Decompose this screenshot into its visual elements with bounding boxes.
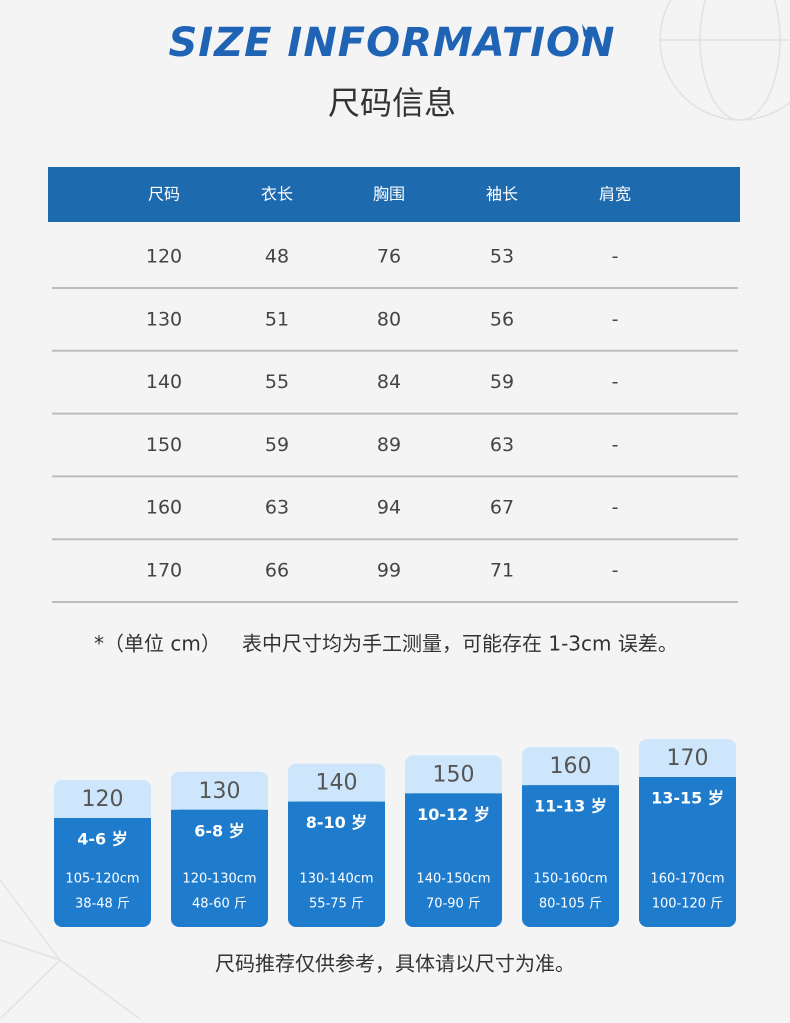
card-weight: 100-120 斤: [652, 897, 723, 912]
table-cell: 150: [146, 434, 182, 456]
card-age: 4-6 岁: [77, 830, 127, 849]
card-size: 150: [433, 762, 475, 787]
table-cell: 63: [265, 497, 289, 519]
card-body: [405, 793, 502, 927]
table-cell: 67: [490, 497, 514, 519]
card-height: 150-160cm: [533, 872, 607, 887]
table-cell: 51: [265, 308, 289, 330]
table-cell: 89: [377, 434, 401, 456]
column-header: 衣长: [261, 185, 293, 204]
card-body-join: [522, 785, 619, 796]
table-cell: 56: [490, 308, 514, 330]
card-age: 11-13 岁: [534, 797, 607, 816]
card-height: 105-120cm: [65, 872, 139, 887]
table-cell: -: [612, 371, 619, 393]
card-age: 6-8 岁: [194, 821, 244, 840]
card-body-join: [405, 793, 502, 804]
column-header: 肩宽: [599, 185, 631, 204]
table-cell: 71: [490, 560, 514, 582]
table-cell: -: [612, 497, 619, 519]
table-cell: -: [612, 434, 619, 456]
table-cell: 59: [490, 371, 514, 393]
card-top: [522, 747, 619, 798]
card-age: 8-10 岁: [306, 813, 368, 832]
card-top: [171, 771, 268, 822]
table-cell: -: [612, 560, 619, 582]
card-height: 120-130cm: [182, 872, 256, 887]
table-cell: 170: [146, 560, 182, 582]
card-weight: 70-90 斤: [426, 897, 481, 912]
card-size: 130: [199, 779, 241, 804]
card-size: 170: [667, 746, 709, 771]
table-cell: 53: [490, 246, 514, 268]
table-header: [48, 167, 740, 222]
card-age: 13-15 岁: [651, 789, 724, 808]
card-body: [522, 785, 619, 927]
card-top: [639, 739, 736, 789]
card-weight: 55-75 斤: [309, 897, 364, 912]
table-cell: 94: [377, 497, 401, 519]
card-size: 160: [550, 754, 592, 779]
table-cell: 130: [146, 308, 182, 330]
card-top: [405, 755, 502, 806]
card-age: 10-12 岁: [417, 805, 490, 824]
table-cell: -: [612, 246, 619, 268]
card-body: [171, 809, 268, 927]
table-cell: 99: [377, 560, 401, 582]
card-size: 140: [316, 771, 358, 796]
card-top: [54, 780, 151, 830]
table-cell: 76: [377, 246, 401, 268]
card-body: [288, 801, 385, 927]
table-cell: 59: [265, 434, 289, 456]
card-top: [288, 763, 385, 814]
table-cell: 55: [265, 371, 289, 393]
card-height: 140-150cm: [416, 872, 490, 887]
card-size: 120: [82, 787, 124, 812]
card-weight: 48-60 斤: [192, 897, 247, 912]
card-body: [54, 818, 151, 927]
card-body: [639, 777, 736, 927]
card-weight: 38-48 斤: [75, 897, 130, 912]
column-header: 尺码: [148, 185, 180, 204]
card-weight: 80-105 斤: [539, 897, 602, 912]
title: SIZE INFORMATION: [168, 20, 615, 66]
table-cell: 80: [377, 308, 401, 330]
footer: 尺码推荐仅供参考，具体请以尺寸为准。: [215, 952, 575, 976]
table-cell: 63: [490, 434, 514, 456]
card-body-join: [171, 809, 268, 820]
column-header: 袖长: [486, 185, 518, 204]
card-height: 160-170cm: [650, 872, 724, 887]
table-cell: 140: [146, 371, 182, 393]
note-unit: *（单位 cm）: [94, 632, 221, 656]
card-body-join: [54, 818, 151, 828]
card-body-join: [639, 777, 736, 787]
note-text: 表中尺寸均为手工测量，可能存在 1-3cm 误差。: [242, 632, 678, 656]
card-body-join: [288, 801, 385, 812]
table-cell: 66: [265, 560, 289, 582]
card-height: 130-140cm: [299, 872, 373, 887]
table-cell: 160: [146, 497, 182, 519]
table-cell: 48: [265, 246, 289, 268]
table-cell: -: [612, 308, 619, 330]
star-icon: [582, 24, 592, 40]
table-cell: 84: [377, 371, 401, 393]
column-header: 胸围: [373, 185, 405, 204]
subtitle: 尺码信息: [328, 84, 456, 122]
table-cell: 120: [146, 246, 182, 268]
